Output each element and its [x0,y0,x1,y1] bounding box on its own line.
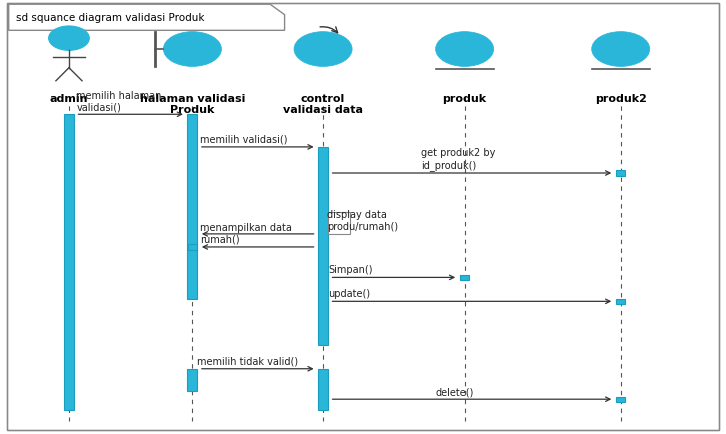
Text: produk2: produk2 [595,93,647,103]
Bar [318,148,328,345]
Bar [64,115,74,410]
Text: sd squance diagram validasi Produk: sd squance diagram validasi Produk [16,13,205,23]
Text: produk: produk [443,93,486,103]
Text: display data
produ/rumah(): display data produ/rumah() [327,210,398,231]
Polygon shape [9,5,285,31]
Bar [318,369,328,410]
Bar [187,369,197,391]
Text: memilih validasi(): memilih validasi() [200,135,287,145]
Text: Simpan(): Simpan() [328,265,372,275]
Bar [187,115,197,299]
Text: delete(): delete() [436,386,474,396]
Text: memilih tidak valid(): memilih tidak valid() [197,356,298,366]
Bar [616,171,625,176]
Circle shape [294,33,352,67]
Circle shape [163,33,221,67]
Circle shape [436,33,494,67]
Bar [328,213,350,234]
Text: admin: admin [49,93,89,103]
Circle shape [49,27,89,51]
Text: menampilkan data
rumah(): menampilkan data rumah() [200,223,292,244]
Text: control
validasi data: control validasi data [283,93,363,115]
Bar [616,397,625,402]
Bar [460,275,469,280]
Circle shape [592,33,650,67]
Text: update(): update() [328,289,370,299]
Bar [188,245,197,250]
Text: get produk2 by
id_produk(): get produk2 by id_produk() [421,148,495,171]
Text: halaman validasi
Produk: halaman validasi Produk [139,93,245,115]
Text: memilih halaman
validasi(): memilih halaman validasi() [76,90,162,112]
Bar [616,299,625,304]
